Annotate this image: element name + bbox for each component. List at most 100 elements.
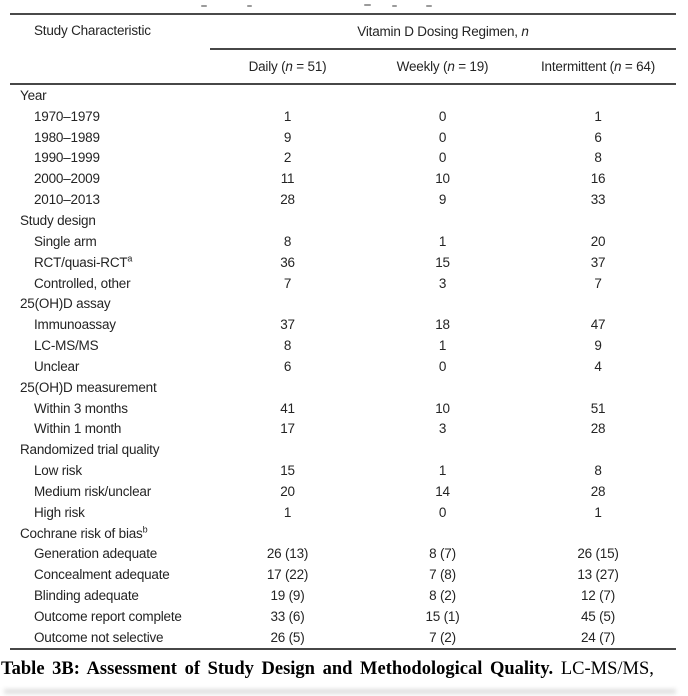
cropped-text-fragment (364, 4, 371, 6)
cell-value: 0 (438, 129, 447, 145)
cell-value: 45 (5) (580, 609, 616, 625)
cell-value: 7 (2) (429, 629, 456, 645)
column-header-row: Daily (n = 51) Weekly (n = 19) Intermitten… (10, 49, 677, 85)
section-row: Cochrane risk of biasb (10, 523, 676, 544)
row-label: 1970–1979 (34, 108, 100, 124)
cropped-text-fragment (201, 5, 207, 7)
data-row: Low risk 15 1 8 (10, 460, 676, 481)
cell-value: 28 (590, 421, 606, 437)
data-row: 1990–1999 2 0 8 (10, 148, 676, 169)
cell-value: 1 (283, 504, 292, 520)
data-row: RCT/quasi-RCTa 36 15 37 (10, 252, 676, 273)
row-label: Immunoassay (34, 317, 116, 333)
table-body: Year 1970–1979 1 0 1 1980–1989 9 0 6 1990–1999 2 0 8… (10, 84, 676, 649)
cell-value: 6 (594, 129, 602, 145)
cell-value: 16 (590, 171, 606, 187)
cell-value: 0 (438, 108, 447, 124)
cell-value: 18 (435, 317, 450, 333)
row-label: Unclear (34, 358, 80, 374)
data-row: Medium risk/unclear 20 14 28 (10, 481, 676, 502)
section-row: Randomized trial quality (10, 439, 676, 460)
row-label: LC-MS/MS (34, 338, 99, 354)
row-label: 1980–1989 (34, 129, 100, 145)
data-row: 2010–2013 28 9 33 (10, 189, 676, 210)
data-row: High risk 1 0 1 (10, 502, 676, 523)
section-label: Cochrane risk of biasb (20, 524, 148, 541)
data-row: 1970–1979 1 0 1 (10, 106, 676, 127)
section-label: Year (20, 87, 47, 103)
cell-value: 8 (283, 233, 292, 249)
data-row: Generation adequate 26 (13) 8 (7) 26 (15) (10, 544, 676, 565)
cell-value: 8 (2) (429, 588, 456, 604)
cell-value: 28 (280, 192, 295, 208)
cell-value: 17 (280, 421, 295, 437)
row-label: RCT/quasi-RCTa (34, 253, 133, 270)
study-characteristics-table: Study Characteristic Vitamin D Dosing Re… (10, 13, 677, 650)
cell-value: 26 (5) (270, 629, 305, 645)
cell-value: 20 (590, 233, 606, 249)
spanner-label: Vitamin D Dosing Regimen, (357, 24, 518, 39)
cell-value: 36 (280, 254, 295, 270)
cell-value: 1 (438, 233, 447, 249)
column-header-daily: Daily (n = 51) (210, 49, 365, 85)
data-row: Within 1 month 17 3 28 (10, 419, 676, 440)
cell-value: 14 (435, 483, 450, 499)
cell-value: 7 (8) (429, 567, 456, 583)
cell-value: 37 (590, 254, 606, 270)
data-row: Outcome not selective 26 (5) 7 (2) 24 (7) (10, 627, 676, 649)
cell-value: 10 (435, 400, 450, 416)
cell-value: 8 (283, 338, 292, 354)
row-label: 2000–2009 (34, 171, 100, 187)
cell-value: 2 (283, 150, 292, 166)
spanner-row: Study Characteristic Vitamin D Dosing Re… (10, 14, 677, 85)
section-row: 25(OH)D assay (10, 293, 676, 314)
cell-value: 15 (1) (425, 609, 460, 625)
row-label: Concealment adequate (34, 567, 170, 583)
data-row: 2000–2009 11 10 16 (10, 168, 676, 189)
cell-value: 4 (594, 358, 602, 374)
column-header-intermittent: Intermittent (n = 64) (520, 49, 677, 85)
data-row: Concealment adequate 17 (22) 7 (8) 13 (27) (10, 564, 676, 585)
cell-value: 1 (594, 504, 602, 520)
spanner-n-symbol: n (521, 24, 529, 39)
caption-rest: LC-MS/MS, (560, 659, 654, 679)
spanner-header: Vitamin D Dosing Regimen, n (210, 14, 677, 50)
cell-value: 9 (594, 338, 602, 354)
cell-value: 47 (590, 317, 606, 333)
cell-value: 0 (438, 358, 447, 374)
section-label: Randomized trial quality (20, 442, 160, 458)
section-row: Study design (10, 210, 676, 231)
cell-value: 17 (22) (266, 567, 309, 583)
section-label: Study design (20, 212, 96, 228)
data-row: Immunoassay 37 18 47 (10, 314, 676, 335)
cell-value: 3 (438, 421, 447, 437)
table: Study Characteristic Vitamin D Dosing Re… (10, 13, 677, 650)
cell-value: 8 (594, 463, 602, 479)
cell-value: 10 (435, 171, 450, 187)
cell-value: 24 (7) (580, 629, 616, 645)
data-row: Single arm 8 1 20 (10, 231, 676, 252)
cell-value: 51 (590, 400, 606, 416)
cell-value: 13 (27) (577, 567, 619, 583)
cell-value: 9 (438, 192, 447, 208)
cell-value: 41 (280, 400, 295, 416)
cell-value: 9 (283, 129, 292, 145)
cropped-text-fragment (426, 5, 432, 7)
row-label: Within 3 months (34, 400, 128, 416)
row-label: Controlled, other (34, 275, 131, 291)
cell-value: 7 (283, 275, 292, 291)
cell-value: 15 (435, 254, 450, 270)
cell-value: 26 (13) (266, 546, 309, 562)
cell-value: 37 (280, 317, 295, 333)
data-row: Controlled, other 7 3 7 (10, 273, 676, 294)
data-row: Within 3 months 41 10 51 (10, 398, 676, 419)
data-row: LC-MS/MS 8 1 9 (10, 335, 676, 356)
cell-value: 26 (15) (577, 546, 619, 562)
cell-value: 28 (590, 483, 606, 499)
row-label: Within 1 month (34, 421, 122, 437)
row-label: Low risk (34, 463, 82, 479)
section-row: 25(OH)D measurement (10, 377, 676, 398)
row-label: 1990–1999 (34, 150, 100, 166)
cell-value: 33 (590, 192, 606, 208)
data-row: Unclear 6 0 4 (10, 356, 676, 377)
